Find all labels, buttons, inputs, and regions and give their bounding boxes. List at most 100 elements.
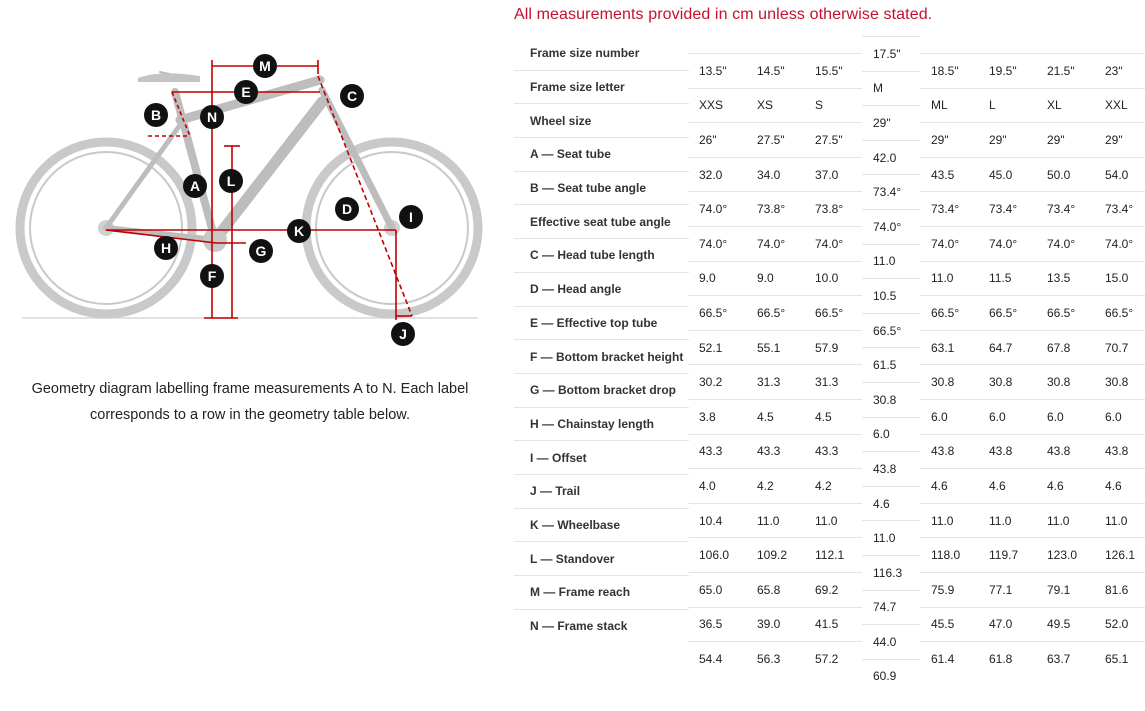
size-letter-cell: XXS: [688, 87, 746, 123]
table-cell: 73.4°: [978, 191, 1036, 226]
size-letter-cell: L: [978, 87, 1036, 123]
table-cell: 43.5: [920, 156, 978, 192]
table-cell: 116.3: [862, 554, 920, 590]
table-cell: 119.7: [978, 537, 1036, 572]
table-cell: 66.5°: [1094, 295, 1145, 330]
table-cell: 36.5: [688, 606, 746, 642]
size-number-cell: 13.5": [688, 53, 746, 88]
svg-text:A: A: [190, 178, 200, 194]
size-wheel-cell: 29": [1094, 122, 1145, 157]
table-cell: 112.1: [804, 537, 862, 572]
size-wheel-cell: 29": [978, 122, 1036, 157]
table-cell: 37.0: [804, 156, 862, 192]
table-cell: 11.0: [804, 502, 862, 538]
marker-n: N: [200, 105, 224, 129]
table-cell: 15.0: [1094, 260, 1145, 296]
table-cell: 65.1: [1094, 641, 1145, 676]
table-cell: 11.0: [862, 243, 920, 279]
size-number-cell: 15.5": [804, 53, 862, 88]
row-label: C — Head tube length: [514, 238, 689, 272]
size-column: 17.5" M 29" 42.0 73.4° 74.0° 11.0 10.5 66.5° 61.5…: [862, 36, 920, 693]
table-cell: 69.2: [804, 571, 862, 607]
table-cell: 30.8: [978, 364, 1036, 399]
table-cell: 3.8: [688, 398, 746, 434]
size-number-cell: 21.5": [1036, 53, 1094, 88]
table-cell: 52.0: [1094, 606, 1145, 642]
marker-c: C: [340, 84, 364, 108]
table-cell: 74.0°: [1094, 225, 1145, 261]
marker-d: D: [335, 197, 359, 221]
table-cell: 56.3: [746, 641, 804, 676]
table-cell: 79.1: [1036, 571, 1094, 607]
table-cell: 4.6: [978, 468, 1036, 503]
table-cell: 11.5: [978, 260, 1036, 296]
table-cell: 43.8: [1094, 433, 1145, 469]
table-cell: 64.7: [978, 329, 1036, 365]
table-cell: 65.8: [746, 571, 804, 607]
table-cell: 66.5°: [804, 295, 862, 330]
table-cell: 109.2: [746, 537, 804, 572]
marker-g: G: [249, 239, 273, 263]
table-cell: 11.0: [978, 502, 1036, 538]
table-cell: 74.0°: [688, 191, 746, 226]
size-wheel-cell: 26": [688, 122, 746, 157]
table-cell: 54.4: [688, 641, 746, 676]
row-label: A — Seat tube: [514, 137, 689, 171]
bike-illustration: M E C B N L A D I K H G F J: [15, 54, 483, 346]
svg-text:B: B: [151, 107, 161, 123]
table-cell: 10.4: [688, 502, 746, 538]
table-cell: 9.0: [746, 260, 804, 296]
table-cell: 61.5: [862, 347, 920, 382]
size-letter-cell: XXL: [1094, 87, 1145, 123]
table-cell: 118.0: [920, 537, 978, 572]
table-cell: 74.0°: [1036, 225, 1094, 261]
svg-text:F: F: [208, 268, 217, 284]
row-label: Frame size letter: [514, 69, 689, 104]
table-cell: 49.5: [1036, 606, 1094, 642]
table-cell: 47.0: [978, 606, 1036, 642]
table-cell: 4.6: [920, 468, 978, 503]
table-cell: 73.4°: [1094, 191, 1145, 226]
marker-a: A: [183, 174, 207, 198]
row-label: K — Wheelbase: [514, 507, 689, 542]
table-cell: 4.0: [688, 468, 746, 503]
table-cell: 77.1: [978, 571, 1036, 607]
table-cell: 11.0: [920, 502, 978, 538]
row-label: N — Frame stack: [514, 608, 689, 643]
table-cell: 66.5°: [978, 295, 1036, 330]
units-notice: All measurements provided in cm unless o…: [514, 6, 933, 23]
marker-k: K: [287, 219, 311, 243]
table-cell: 30.8: [1094, 364, 1145, 399]
caption-line-2: corresponds to a row in the geometry tab…: [90, 407, 410, 423]
table-cell: 43.3: [688, 433, 746, 469]
table-cell: 43.8: [920, 433, 978, 469]
row-label: L — Standover: [514, 541, 689, 575]
size-column: 21.5" XL 29" 50.0 73.4° 74.0° 13.5 66.5° 67.8 30.…: [1036, 53, 1094, 676]
table-cell: 74.0°: [804, 225, 862, 261]
table-cell: 74.0°: [746, 225, 804, 261]
size-column: 19.5" L 29" 45.0 73.4° 74.0° 11.5 66.5° 64.7 30.8…: [978, 53, 1036, 676]
table-cell: 4.6: [862, 485, 920, 521]
table-cell: 4.6: [1036, 468, 1094, 503]
size-number-cell: 14.5": [746, 53, 804, 88]
table-cell: 4.2: [746, 468, 804, 503]
svg-text:E: E: [241, 84, 250, 100]
table-cell: 39.0: [746, 606, 804, 642]
geometry-diagram: M E C B N L A D I K H G F J: [0, 40, 500, 360]
marker-f: F: [200, 264, 224, 288]
table-cell: 73.4°: [1036, 191, 1094, 226]
table-cell: 43.8: [978, 433, 1036, 469]
table-cell: 57.9: [804, 329, 862, 365]
diagram-markers: M E C B N L A D I K H G F J: [144, 54, 423, 346]
table-cell: 4.5: [804, 398, 862, 434]
table-cell: 11.0: [1036, 502, 1094, 538]
size-column: 13.5" XXS 26" 32.0 74.0° 74.0° 9.0 66.5° 52.1 30.…: [688, 53, 746, 676]
marker-m: M: [253, 54, 277, 78]
diagram-caption: Geometry diagram labelling frame measure…: [20, 376, 480, 428]
row-label: Frame size number: [530, 45, 640, 60]
row-label: D — Head angle: [514, 271, 689, 306]
row-label: Wheel size: [514, 103, 689, 137]
table-cell: 73.8°: [804, 191, 862, 226]
size-number-cell: 18.5": [920, 53, 978, 88]
table-cell: 61.4: [920, 641, 978, 676]
